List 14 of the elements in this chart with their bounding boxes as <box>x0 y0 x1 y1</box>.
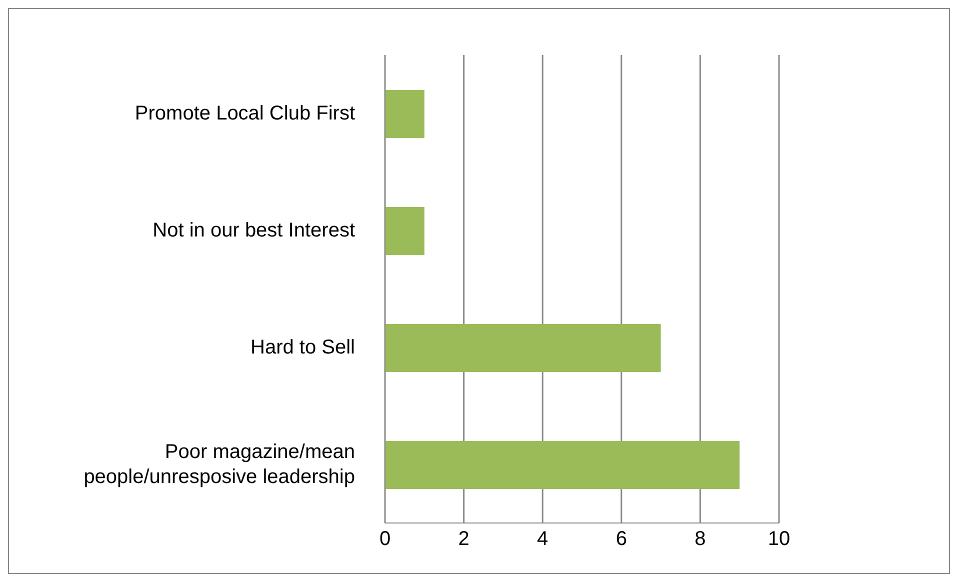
bar <box>385 441 740 489</box>
x-tick-label: 0 <box>379 528 391 550</box>
bar <box>385 207 424 255</box>
bar <box>385 324 661 372</box>
y-tick-label: Hard to Sell <box>250 336 355 358</box>
x-tick-label: 8 <box>694 528 706 550</box>
y-tick-label: Poor magazine/mean people/unresposive leadership <box>84 441 355 488</box>
x-tick-label: 10 <box>768 528 790 550</box>
x-tick-label: 4 <box>537 528 548 550</box>
y-tick-label: Promote Local Club First <box>134 102 356 124</box>
y-tick-label: Not in our best Interest <box>152 220 356 242</box>
x-tick-label: 6 <box>616 528 627 550</box>
x-tick-label: 2 <box>458 528 470 550</box>
bar <box>385 90 424 138</box>
